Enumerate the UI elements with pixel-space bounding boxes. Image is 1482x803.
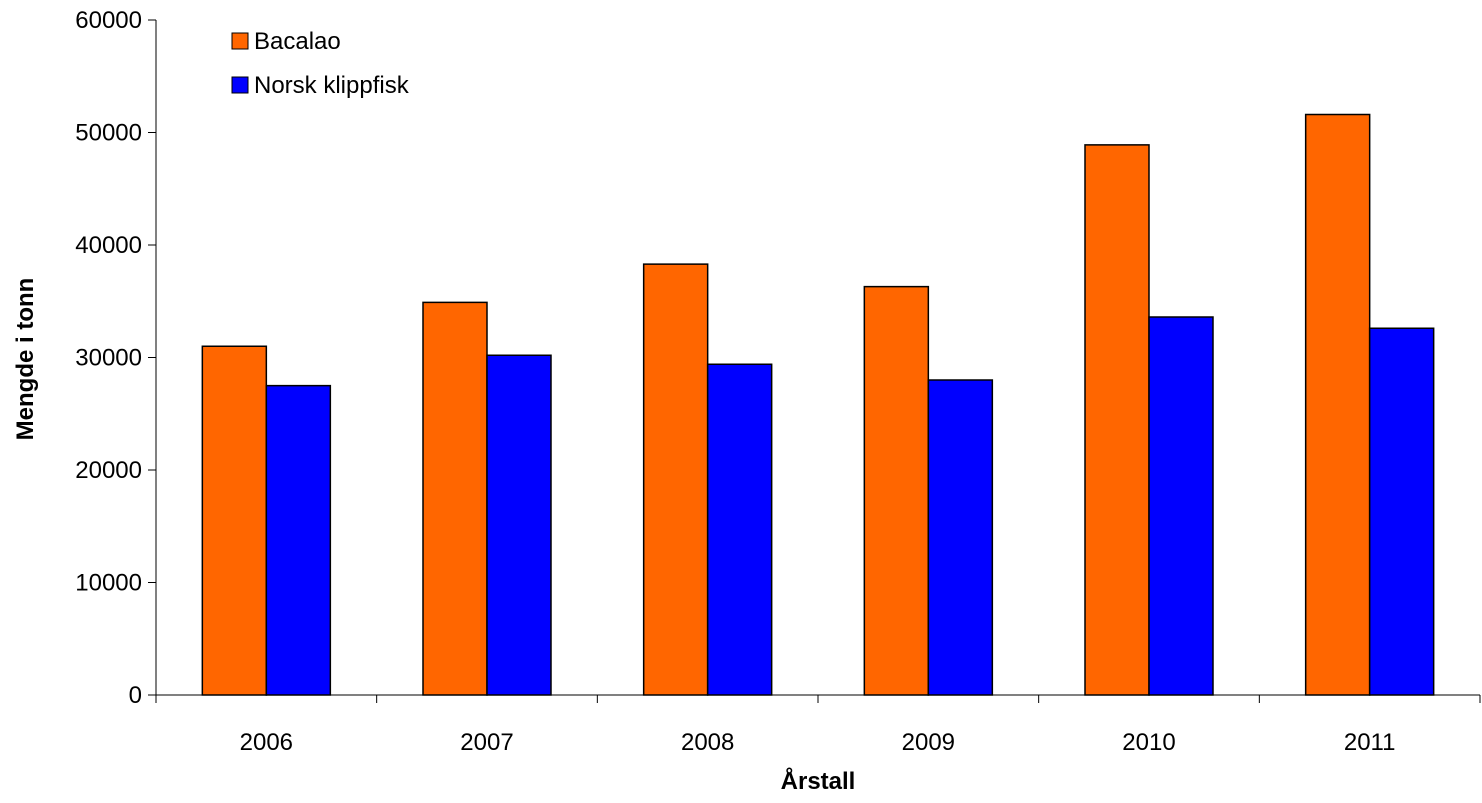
- bar-norsk-klippfisk-2007: [486, 354, 552, 696]
- y-tick-label: 10000: [75, 570, 142, 597]
- y-tick-label: 30000: [75, 345, 142, 372]
- x-tick-label: 2008: [681, 729, 734, 756]
- bar-norsk-klippfisk-2006: [265, 384, 332, 696]
- x-tick-label: 2011: [1344, 729, 1396, 756]
- bar-bacalao-2010: [1084, 144, 1150, 696]
- bars-group: [201, 113, 1435, 696]
- x-axis: 2006 2007 2008 2009 2010 2011: [155, 694, 1481, 756]
- bar-norsk-klippfisk-2009: [927, 379, 994, 696]
- bar-bacalao-2008: [642, 263, 709, 696]
- y-tick-label: 20000: [75, 457, 142, 484]
- x-axis-title: Årstall: [781, 767, 856, 795]
- bar-bacalao-2006: [201, 345, 268, 696]
- bar-bacalao-2009: [863, 285, 930, 696]
- bar-bacalao-2011: [1304, 113, 1371, 696]
- legend-label-norsk-klippfisk: Norsk klippfisk: [254, 72, 410, 99]
- y-tick-label: 0: [129, 682, 142, 709]
- x-tick-label: 2010: [1122, 729, 1175, 756]
- bar-norsk-klippfisk-2008: [706, 363, 773, 696]
- x-tick-label: 2006: [240, 729, 293, 756]
- y-axis-title: Mengde i tonn: [12, 278, 39, 441]
- y-tick-label: 50000: [75, 120, 142, 147]
- x-tick-label: 2009: [902, 729, 955, 756]
- y-tick-label: 60000: [75, 7, 142, 34]
- legend-swatch-bacalao: [231, 32, 249, 50]
- bar-norsk-klippfisk-2011: [1368, 327, 1435, 696]
- bar-norsk-klippfisk-2010: [1148, 316, 1214, 696]
- legend-label-bacalao: Bacalao: [254, 28, 341, 55]
- bar-bacalao-2007: [422, 301, 488, 696]
- y-tick-label: 40000: [75, 232, 142, 259]
- legend: Bacalao Norsk klippfisk: [231, 28, 410, 99]
- legend-swatch-norsk-klippfisk: [231, 76, 249, 94]
- y-axis: 0 10000 20000 30000 40000 50000 60000: [75, 7, 157, 709]
- x-tick-label: 2007: [460, 729, 513, 756]
